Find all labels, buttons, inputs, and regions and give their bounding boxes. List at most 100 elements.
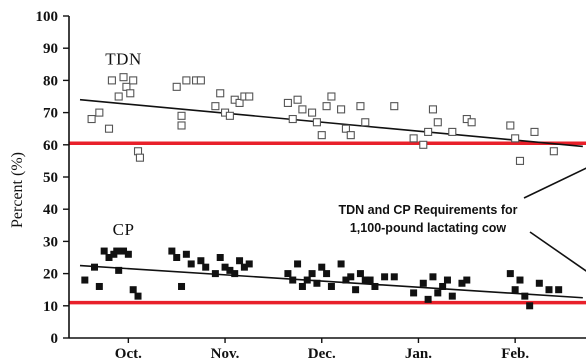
y-tick-label: 10 (43, 299, 58, 315)
y-tick-label: 80 (43, 73, 58, 89)
point-cp (197, 257, 205, 265)
point-tdn (327, 92, 336, 101)
point-cp (289, 276, 297, 284)
y-tick-label: 40 (43, 202, 58, 218)
point-cp (294, 260, 302, 268)
point-cp (410, 289, 418, 297)
point-cp (115, 266, 123, 274)
y-axis-label: Percent (%) (9, 152, 26, 228)
series-label: TDN (105, 49, 141, 68)
trend-line-tdn (79, 98, 583, 148)
requirement-lines (69, 141, 586, 305)
point-cp (308, 270, 316, 278)
series-labels: TDN CP (105, 49, 141, 239)
point-tdn (346, 131, 355, 140)
point-tdn (216, 89, 225, 98)
point-cp (91, 263, 99, 271)
x-tick-label: Jan. (405, 346, 432, 360)
point-cp (429, 273, 437, 281)
point-cp (226, 266, 234, 274)
point-cp (81, 276, 89, 284)
point-tdn (448, 127, 457, 136)
point-tdn (172, 82, 181, 91)
point-cp (511, 286, 519, 294)
point-cp (120, 247, 128, 255)
point-cp (352, 286, 360, 294)
point-cp (458, 279, 466, 287)
point-cp (390, 273, 398, 281)
x-tick-label: Nov. (211, 346, 240, 360)
point-cp (303, 276, 311, 284)
point-cp (211, 270, 219, 278)
y-tick-label: 20 (43, 267, 58, 283)
point-cp (526, 302, 534, 310)
point-tdn (530, 127, 539, 136)
point-cp (124, 250, 132, 258)
y-tick-label: 0 (51, 331, 59, 347)
y-axis-ticks: 0 10 20 30 40 50 60 70 80 90 100 (36, 9, 69, 347)
point-tdn (235, 98, 244, 107)
point-cp (178, 282, 186, 290)
annotation-arrow (523, 167, 586, 199)
annotation-text: 1,100-pound lactating cow (350, 221, 507, 235)
point-cp (113, 247, 121, 255)
point-tdn (337, 105, 346, 114)
point-tdn (177, 111, 186, 120)
point-cp (361, 276, 369, 284)
point-cp (236, 257, 244, 265)
point-tdn (283, 98, 292, 107)
point-tdn (225, 111, 234, 120)
point-cp (313, 279, 321, 287)
point-tdn (317, 131, 326, 140)
point-tdn (298, 105, 307, 114)
point-cp (371, 282, 379, 290)
point-cp (506, 270, 514, 278)
point-cp (182, 250, 190, 258)
x-tick-label: Oct. (115, 346, 142, 360)
point-tdn (104, 124, 114, 133)
point-cp (424, 295, 432, 303)
trend-line-cp (79, 264, 583, 299)
point-tdn (196, 76, 205, 85)
point-cp (381, 273, 389, 281)
point-tdn (211, 102, 220, 111)
point-tdn (126, 89, 135, 98)
point-cp (231, 270, 239, 278)
point-tdn (506, 121, 515, 130)
point-cp (516, 276, 524, 284)
y-tick-label: 30 (43, 234, 58, 250)
point-tdn (245, 92, 254, 101)
x-tick-label: Feb. (501, 346, 529, 360)
point-cp (323, 270, 331, 278)
point-cp (318, 263, 326, 271)
trend-lines (79, 98, 583, 299)
point-cp (337, 260, 345, 268)
point-tdn (87, 114, 96, 124)
point-cp (129, 286, 137, 294)
y-tick-label: 70 (43, 106, 58, 122)
y-tick-label: 100 (36, 9, 59, 25)
data-points (81, 73, 563, 310)
point-cp (521, 292, 529, 300)
annotation-text: TDN and CP Requirements for (339, 203, 518, 217)
point-tdn (182, 76, 191, 85)
point-cp (342, 276, 350, 284)
point-tdn (515, 156, 525, 165)
point-cp (443, 276, 451, 284)
point-cp (105, 254, 113, 261)
point-cp (463, 276, 471, 284)
point-tdn (107, 76, 116, 85)
point-cp (419, 279, 427, 287)
annotation-arrow (529, 231, 586, 272)
y-tick-label: 90 (43, 41, 58, 57)
point-tdn (293, 95, 302, 104)
point-cp (245, 260, 253, 268)
point-cp (434, 289, 442, 297)
point-cp (439, 282, 447, 290)
point-tdn (549, 147, 558, 156)
point-cp (134, 292, 142, 300)
point-cp (221, 263, 229, 271)
point-tdn (119, 73, 128, 82)
point-tdn (308, 108, 317, 117)
point-tdn (424, 127, 433, 136)
